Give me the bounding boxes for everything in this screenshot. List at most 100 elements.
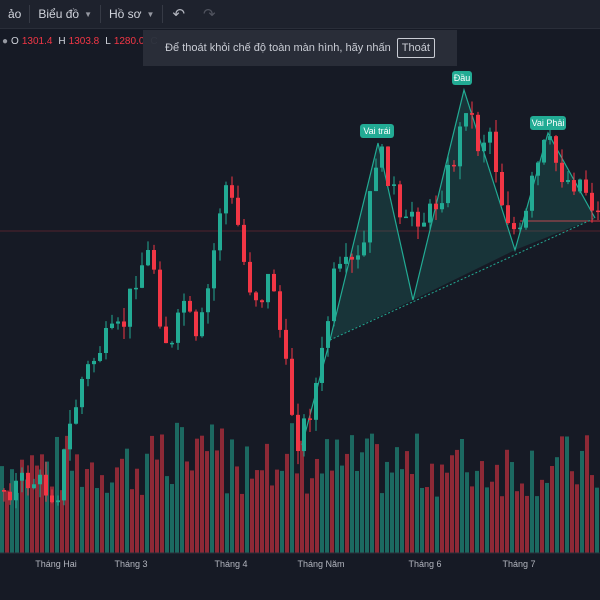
candle-body (248, 261, 252, 293)
top-toolbar: ảo Biểu đồ ▼ Hồ sơ ▼ ↶ ↷ (0, 0, 600, 29)
volume-bar (195, 438, 199, 553)
volume-bar (380, 493, 384, 553)
volume-bar (520, 483, 524, 553)
volume-bar (70, 470, 74, 553)
exit-fullscreen-button[interactable]: Thoát (396, 38, 435, 58)
time-axis-background (0, 553, 600, 600)
volume-bar (30, 455, 34, 553)
candle-body (266, 273, 270, 303)
candle-body (398, 184, 402, 218)
neckline (329, 217, 596, 341)
volume-bar (355, 470, 359, 553)
volume-bar (90, 462, 94, 553)
candle-body (80, 378, 84, 408)
candle-body (26, 472, 30, 489)
volume-bar (545, 482, 549, 553)
x-tick-label: Tháng 6 (408, 559, 441, 569)
candle-body (242, 224, 246, 262)
volume-bar (390, 472, 394, 553)
pattern-label-badge (452, 71, 472, 85)
chevron-down-icon: ▼ (84, 9, 92, 19)
low-value: 1280.0 (113, 36, 145, 47)
candle-body (320, 347, 324, 383)
candle-body (338, 263, 342, 269)
candle-body (518, 227, 522, 230)
volume-bar (300, 440, 304, 553)
volume-bar (495, 464, 499, 553)
candle-body (554, 136, 558, 163)
candle-body (62, 449, 66, 501)
candle-body (308, 418, 312, 420)
candle-body (572, 180, 576, 192)
volume-bar (125, 448, 129, 553)
candle-body (458, 126, 462, 167)
volume-bar (555, 457, 559, 553)
undo-button[interactable]: ↶ (163, 5, 194, 23)
candle-body (152, 250, 156, 270)
volume-bar (190, 470, 194, 553)
candle-body (122, 321, 126, 327)
candle-body (56, 500, 60, 503)
x-tick-label: Tháng 7 (502, 559, 535, 569)
volume-bar (580, 450, 584, 553)
volume-bar (105, 492, 109, 553)
volume-bar (365, 438, 369, 553)
volume-bar (315, 458, 319, 553)
volume-bar (280, 470, 284, 553)
candle-body (182, 300, 186, 313)
open-key: O (11, 36, 19, 47)
candle-body (272, 273, 276, 292)
volume-bar (515, 491, 519, 553)
volume-bar (370, 433, 374, 553)
volume-bar (255, 470, 259, 553)
volume-bar (180, 427, 184, 553)
candle-body (596, 210, 600, 213)
toolbar-divider (162, 5, 164, 23)
volume-bar (460, 439, 464, 553)
profile-menu-button[interactable]: Hồ sơ ▼ (101, 0, 162, 28)
redo-button[interactable]: ↷ (194, 5, 225, 23)
candle-body (170, 342, 174, 345)
volume-bar (240, 493, 244, 553)
volume-bar (205, 451, 209, 553)
volume-bar (145, 453, 149, 553)
volume-bar (430, 463, 434, 553)
candle-body (230, 185, 234, 198)
volume-bar (60, 490, 64, 553)
head-area (413, 90, 515, 300)
legend-marker-icon: ● (2, 36, 9, 47)
candle-body (584, 179, 588, 193)
candle-body (284, 329, 288, 359)
candle-body (440, 203, 444, 210)
volume-bar (40, 454, 44, 553)
volume-bar (220, 428, 224, 553)
candle-body (386, 146, 390, 186)
volume-bar (110, 482, 114, 553)
toolbar-item-truncated[interactable]: ảo (0, 0, 29, 28)
volume-bar (265, 443, 269, 553)
volume-bar (415, 433, 419, 553)
candle-body (140, 265, 144, 288)
candle-body (260, 300, 264, 303)
x-tick-label: Tháng 3 (114, 559, 147, 569)
volume-bar (340, 465, 344, 553)
fullscreen-exit-tooltip: Để thoát khỏi chế độ toàn màn hình, hãy … (143, 30, 457, 66)
low-key: L (105, 36, 111, 47)
candle-body (422, 222, 426, 227)
volume-bar (360, 452, 364, 553)
candle-body (200, 312, 204, 337)
volume-bar (215, 450, 219, 553)
volume-bar (425, 487, 429, 553)
candle-body (488, 131, 492, 143)
volume-bar (385, 461, 389, 553)
chart-menu-button[interactable]: Biểu đồ ▼ (30, 0, 100, 28)
candle-body (128, 288, 132, 327)
volume-bar (15, 492, 19, 553)
candle-body (254, 292, 258, 301)
candle-body (38, 474, 42, 485)
candle-body (68, 423, 72, 450)
pattern-label-badge (530, 116, 566, 130)
volume-bar (525, 495, 529, 553)
volume-bar (235, 466, 239, 553)
